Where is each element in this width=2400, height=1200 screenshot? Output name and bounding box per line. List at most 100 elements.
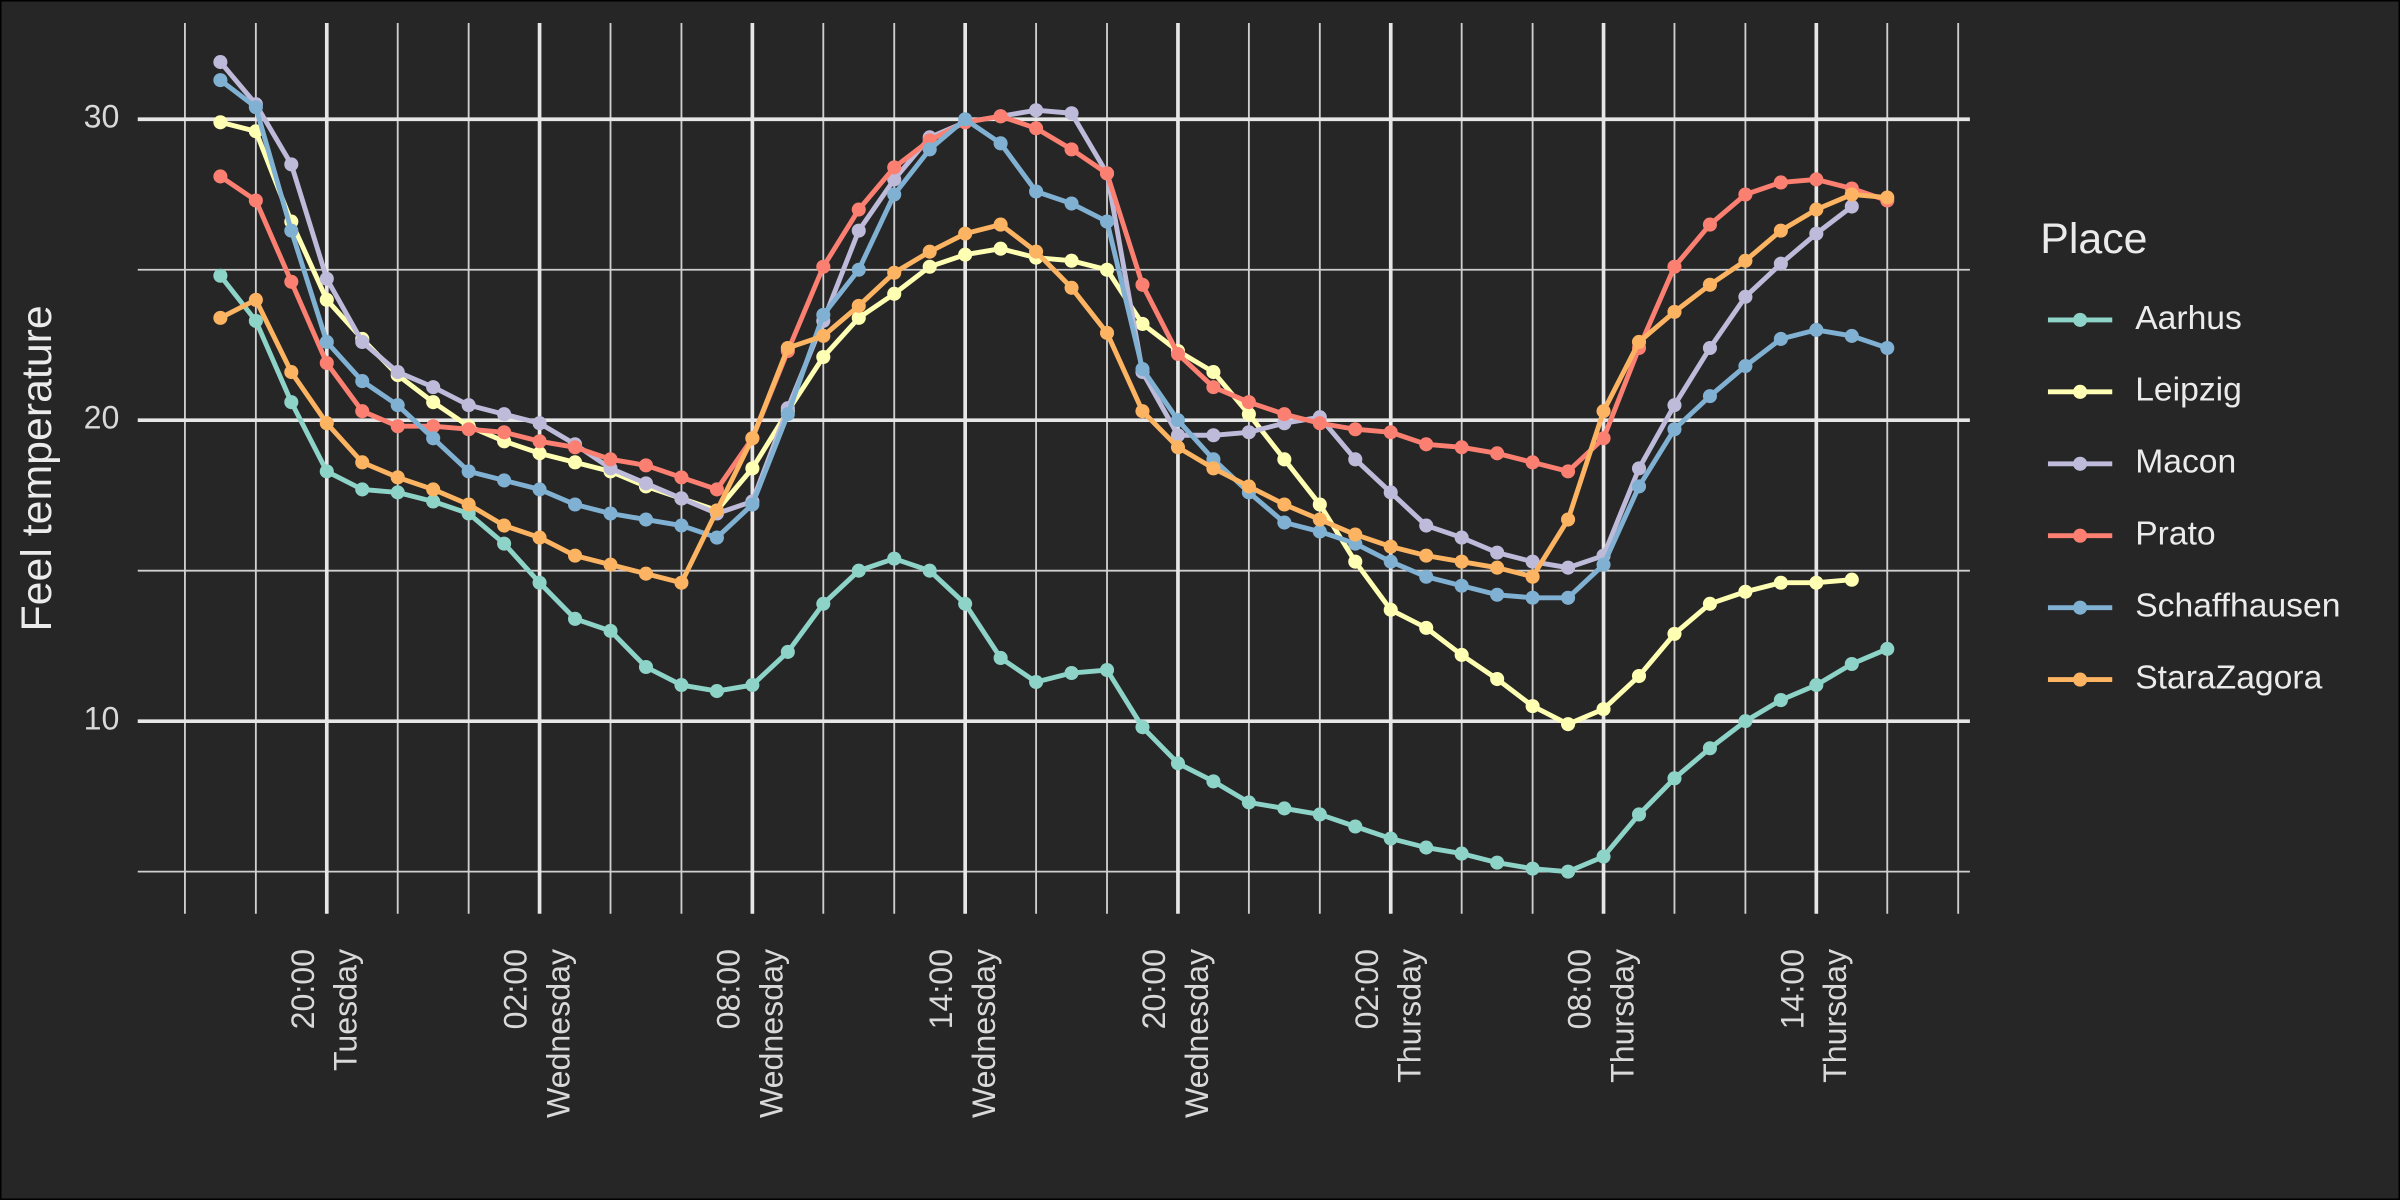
data-point — [745, 461, 760, 476]
data-point — [213, 73, 228, 88]
data-point — [1135, 362, 1150, 377]
legend-label: Aarhus — [2135, 300, 2242, 337]
data-point — [1667, 422, 1682, 437]
data-point — [1312, 524, 1327, 539]
data-point — [1312, 416, 1327, 431]
data-point — [284, 274, 299, 289]
data-point — [1773, 256, 1788, 271]
data-point — [1844, 187, 1859, 202]
legend-swatch-point — [2073, 456, 2088, 471]
data-point — [355, 374, 370, 389]
data-point — [709, 684, 724, 699]
data-point — [284, 157, 299, 172]
data-point — [1170, 756, 1185, 771]
data-point — [993, 136, 1008, 151]
data-point — [319, 334, 334, 350]
data-point — [638, 458, 654, 473]
data-point — [532, 530, 547, 545]
data-point — [284, 395, 299, 410]
data-point — [1170, 346, 1185, 362]
data-point — [497, 407, 512, 422]
data-point — [1738, 714, 1753, 729]
data-point — [1631, 807, 1647, 822]
data-point — [1738, 584, 1753, 599]
data-point — [745, 431, 760, 446]
data-point — [958, 596, 973, 611]
data-point — [1348, 452, 1363, 467]
data-point — [1490, 545, 1505, 560]
data-point — [1277, 452, 1292, 467]
data-point — [497, 473, 512, 488]
data-point — [1419, 569, 1434, 584]
data-point — [213, 115, 228, 130]
data-point — [1561, 560, 1576, 575]
data-point — [248, 100, 263, 115]
data-point — [1525, 590, 1540, 605]
x-tick-label-line: Wednesday — [966, 949, 1002, 1118]
x-tick-label: 14:00 Wednesday — [923, 949, 1002, 1118]
data-point — [1241, 407, 1256, 422]
data-point — [674, 470, 689, 485]
data-point — [887, 551, 902, 566]
data-point — [1312, 807, 1327, 822]
data-point — [319, 416, 334, 431]
data-point — [1773, 223, 1788, 238]
data-point — [1241, 395, 1256, 410]
data-point — [709, 503, 724, 518]
data-point — [1383, 602, 1398, 617]
data-point — [958, 226, 973, 241]
data-point — [887, 286, 902, 301]
data-point — [1561, 717, 1576, 732]
data-point — [319, 271, 334, 286]
data-point — [1773, 693, 1788, 708]
data-point — [1490, 560, 1505, 575]
data-point — [355, 455, 370, 470]
data-point — [248, 313, 263, 328]
data-point — [1029, 103, 1044, 118]
data-point — [1206, 428, 1221, 443]
data-point — [993, 217, 1008, 232]
data-point — [1383, 831, 1398, 846]
data-point — [1631, 334, 1647, 350]
data-point — [1419, 518, 1434, 533]
data-point — [603, 506, 618, 521]
data-point — [745, 497, 760, 512]
data-point — [568, 497, 583, 512]
data-point — [532, 434, 547, 449]
data-point — [887, 160, 902, 175]
data-point — [1561, 464, 1576, 479]
data-point — [248, 193, 263, 208]
data-point — [1667, 398, 1682, 413]
data-point — [1809, 678, 1824, 693]
plot-area — [213, 55, 1895, 879]
data-point — [355, 404, 370, 419]
data-point — [1880, 641, 1895, 656]
data-point — [674, 678, 689, 693]
data-point — [1596, 849, 1611, 864]
data-point — [532, 575, 547, 590]
x-tick-label-line: 14:00 — [1774, 949, 1810, 1029]
data-point — [1702, 340, 1717, 356]
data-point — [1596, 557, 1611, 572]
data-point — [426, 395, 441, 410]
data-point — [1135, 720, 1150, 735]
x-tick-label: 20:00 Wednesday — [1136, 949, 1215, 1118]
data-point — [1667, 304, 1682, 319]
legend-swatch-point — [2073, 312, 2088, 327]
data-point — [638, 659, 654, 675]
data-point — [603, 452, 618, 467]
data-point — [355, 334, 370, 350]
legend-swatch-point — [2073, 600, 2088, 615]
data-point — [1702, 277, 1717, 292]
data-point — [638, 512, 654, 527]
data-point — [1773, 331, 1788, 346]
x-tick-label: 08:00 Wednesday — [710, 949, 789, 1118]
legend-title: Place — [2040, 215, 2147, 263]
data-point — [532, 482, 547, 497]
data-point — [568, 611, 583, 626]
y-axis-title: Feel temperature — [13, 305, 61, 631]
data-point — [1241, 425, 1256, 440]
data-point — [816, 328, 831, 343]
legend-swatch-point — [2073, 672, 2088, 687]
